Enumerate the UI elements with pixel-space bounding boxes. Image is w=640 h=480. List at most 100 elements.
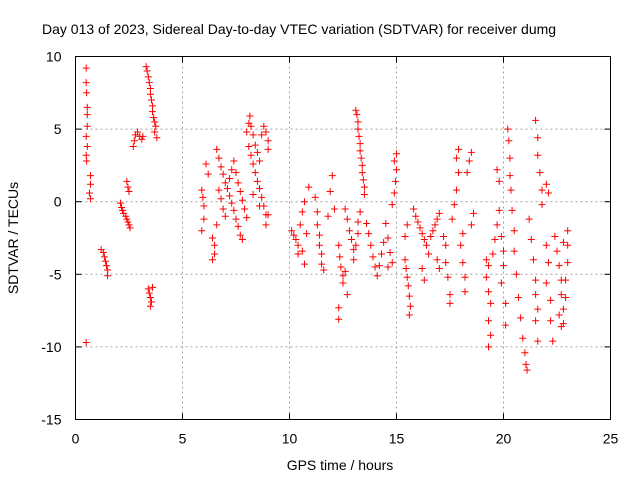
data-point (559, 305, 567, 313)
data-point (300, 198, 308, 206)
data-point (122, 212, 130, 220)
data-point (519, 334, 527, 342)
y-tick-label: -10 (41, 339, 61, 355)
data-point (83, 157, 91, 165)
data-point (290, 231, 298, 239)
data-point (104, 272, 112, 280)
data-point (149, 283, 157, 291)
data-point (258, 131, 266, 139)
data-point (256, 202, 264, 210)
data-point (198, 186, 206, 194)
data-point (320, 266, 328, 274)
data-point (452, 154, 460, 162)
data-point (149, 108, 157, 116)
data-point (82, 132, 90, 140)
data-point (103, 262, 111, 270)
data-point (230, 206, 238, 214)
data-point (143, 67, 151, 75)
data-point (429, 227, 437, 235)
data-point (405, 292, 413, 300)
data-point (559, 238, 567, 246)
data-point (482, 256, 490, 264)
data-point (232, 169, 240, 177)
data-point (249, 190, 257, 198)
data-point (215, 154, 223, 162)
y-tick-label: 0 (54, 194, 62, 210)
data-point (200, 215, 208, 223)
data-point (523, 366, 531, 374)
data-point (420, 235, 428, 243)
data-point (217, 195, 225, 203)
data-point (213, 145, 221, 153)
data-point (521, 349, 529, 357)
data-point (228, 166, 236, 174)
data-point (253, 177, 261, 185)
data-point (145, 289, 153, 297)
data-point (457, 241, 465, 249)
data-point (315, 241, 323, 249)
data-point (532, 291, 540, 299)
data-point (459, 230, 467, 238)
y-axis-label: SDTVAR / TECUs (5, 182, 21, 294)
x-tick-label: 25 (603, 431, 619, 447)
data-point (151, 128, 159, 136)
data-point (328, 172, 336, 180)
data-point (85, 189, 93, 197)
data-point (150, 113, 158, 121)
data-point (452, 186, 460, 194)
data-point (487, 331, 495, 339)
data-point (358, 169, 366, 177)
data-point (544, 259, 552, 267)
data-point (455, 145, 463, 153)
data-point (300, 260, 308, 268)
data-point (230, 157, 238, 165)
y-tick-label: -5 (49, 266, 62, 282)
data-point (403, 273, 411, 281)
data-point (151, 118, 159, 126)
data-point (208, 256, 216, 264)
data-point (493, 221, 501, 229)
data-point (348, 235, 356, 243)
data-point (465, 157, 473, 165)
data-point (534, 134, 542, 142)
data-point (337, 263, 345, 271)
data-point (388, 201, 396, 209)
data-point (241, 205, 249, 213)
data-point (534, 337, 542, 345)
data-point (363, 219, 371, 227)
data-point (83, 143, 91, 151)
data-point (557, 323, 565, 331)
data-point (555, 311, 563, 319)
data-point (369, 253, 377, 261)
data-point (125, 188, 133, 196)
data-point (298, 208, 306, 216)
y-tick-label: -15 (41, 412, 61, 428)
data-point (142, 63, 150, 71)
data-point (446, 299, 454, 307)
data-point (527, 235, 535, 243)
data-point (264, 137, 272, 145)
data-point (234, 179, 242, 187)
x-axis-label: GPS time / hours (287, 457, 394, 473)
data-point (534, 305, 542, 313)
data-point (390, 189, 398, 197)
data-point (435, 264, 443, 272)
data-point (393, 150, 400, 158)
data-point (247, 122, 255, 130)
data-point (339, 279, 347, 287)
data-point (388, 259, 396, 267)
data-point (391, 177, 399, 185)
data-point (324, 212, 332, 220)
data-point (502, 321, 510, 329)
data-point (378, 250, 386, 258)
y-tick-labels: -15 -10 -5 0 5 10 (41, 49, 61, 428)
data-point (82, 64, 90, 72)
data-point (416, 224, 424, 232)
data-point (86, 172, 94, 180)
data-point (243, 214, 251, 222)
data-point (367, 241, 375, 249)
axis-ticks (75, 56, 611, 420)
data-point (507, 186, 515, 194)
data-point (100, 253, 108, 261)
